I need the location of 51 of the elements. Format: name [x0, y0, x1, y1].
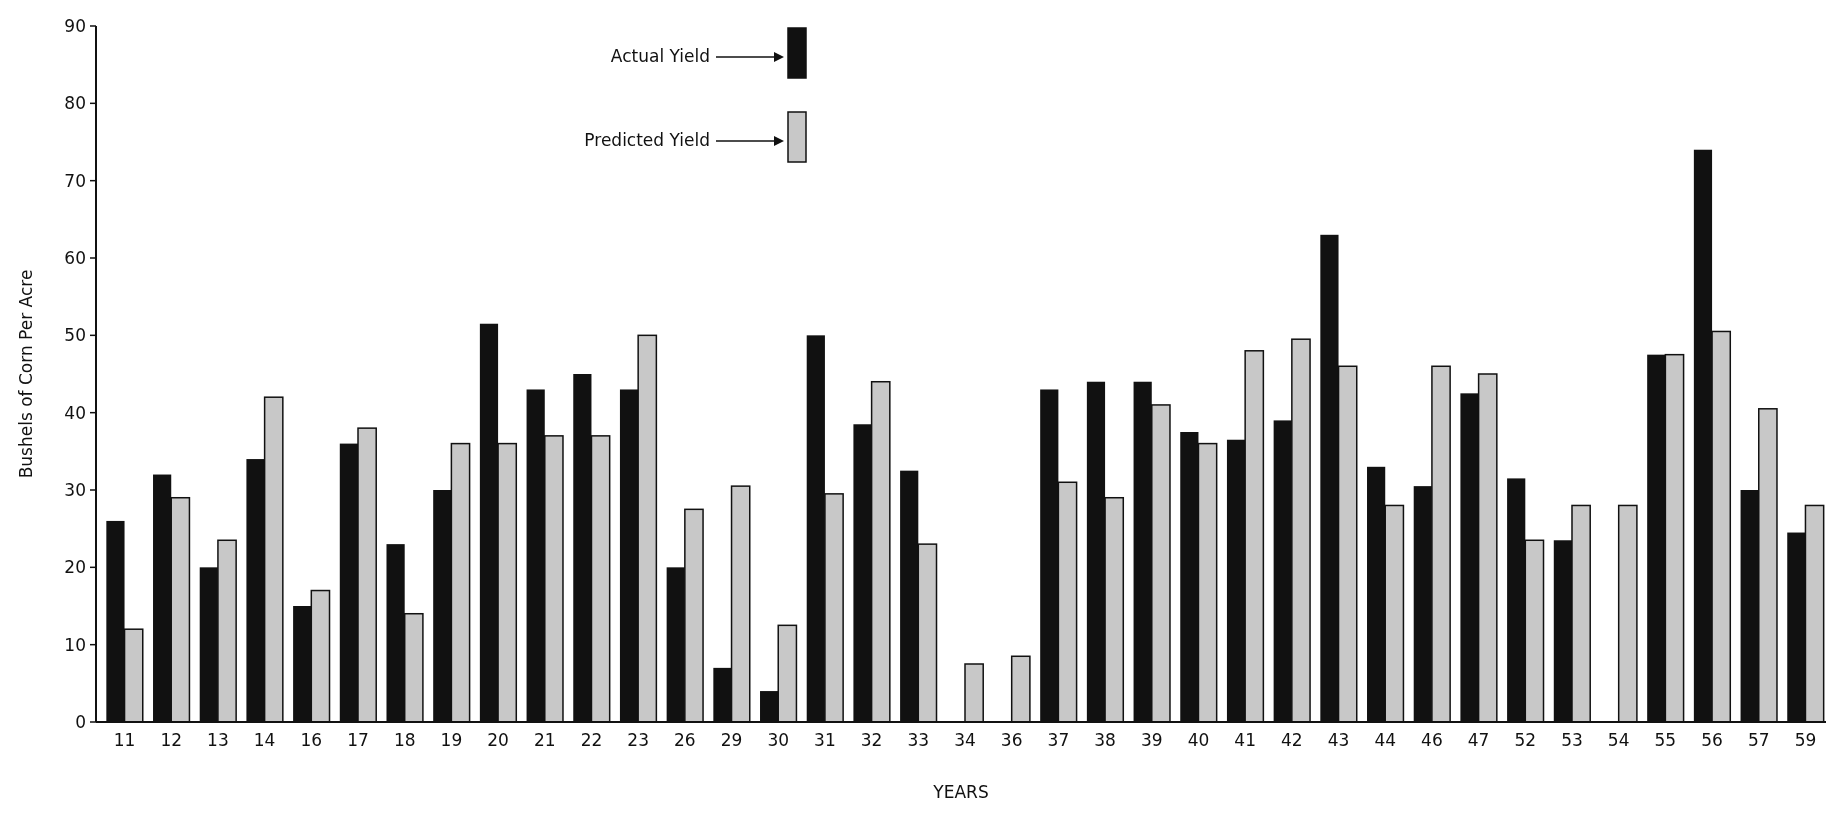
- x-tick-label: 53: [1561, 730, 1583, 750]
- x-tick-label: 21: [533, 730, 556, 750]
- x-tick-label: 30: [767, 730, 790, 750]
- y-tick-label: 60: [64, 247, 86, 268]
- y-axis-title: Bushels of Corn Per Acre: [16, 269, 36, 479]
- x-tick-label: 36: [1000, 730, 1023, 750]
- y-tick-label: 0: [75, 711, 86, 732]
- x-tick-label: 22: [580, 730, 603, 750]
- x-axis-title: YEARS: [932, 782, 989, 802]
- x-tick-label: 59: [1794, 730, 1817, 750]
- y-tick-label: 20: [64, 557, 86, 578]
- x-tick-label: 29: [720, 730, 743, 750]
- x-tick-label: 14: [253, 730, 276, 750]
- x-tick-label: 26: [674, 730, 696, 750]
- x-tick-label: 13: [207, 730, 229, 750]
- x-tick-label: 46: [1421, 730, 1443, 750]
- y-tick-label: 80: [64, 93, 86, 114]
- x-tick-label: 37: [1047, 730, 1070, 750]
- x-tick-label: 54: [1607, 730, 1630, 750]
- x-tick-label: 39: [1140, 730, 1163, 750]
- x-tick-label: 43: [1327, 730, 1350, 750]
- x-tick-label: 16: [300, 730, 323, 750]
- x-tick-label: 38: [1094, 730, 1116, 750]
- y-tick-label: 70: [64, 170, 86, 191]
- x-tick-label: 40: [1187, 730, 1210, 750]
- x-tick-label: 52: [1514, 730, 1537, 750]
- x-tick-label: 41: [1234, 730, 1256, 750]
- y-tick-label: 90: [64, 15, 86, 36]
- x-tick-label: 56: [1701, 730, 1723, 750]
- x-tick-label: 55: [1654, 730, 1677, 750]
- x-tick-label: 44: [1374, 730, 1397, 750]
- x-tick-label: 11: [113, 730, 136, 750]
- legend-label: Predicted Yield: [584, 130, 710, 150]
- x-tick-label: 32: [860, 730, 883, 750]
- x-tick-label: 42: [1281, 730, 1303, 750]
- x-tick-label: 34: [954, 730, 976, 750]
- y-tick-label: 40: [64, 402, 86, 423]
- y-tick-label: 50: [64, 325, 86, 346]
- y-tick-label: 10: [64, 634, 86, 655]
- x-tick-label: 31: [814, 730, 836, 750]
- x-tick-label: 20: [487, 730, 509, 750]
- x-tick-label: 12: [160, 730, 183, 750]
- x-tick-label: 23: [627, 730, 649, 750]
- y-tick-label: 30: [64, 479, 86, 500]
- x-tick-label: 18: [393, 730, 416, 750]
- x-tick-label: 57: [1747, 730, 1770, 750]
- x-tick-label: 19: [440, 730, 463, 750]
- legend-label: Actual Yield: [610, 46, 710, 66]
- x-tick-label: 47: [1467, 730, 1490, 750]
- x-tick-label: 17: [347, 730, 369, 750]
- x-tick-label: 33: [907, 730, 930, 750]
